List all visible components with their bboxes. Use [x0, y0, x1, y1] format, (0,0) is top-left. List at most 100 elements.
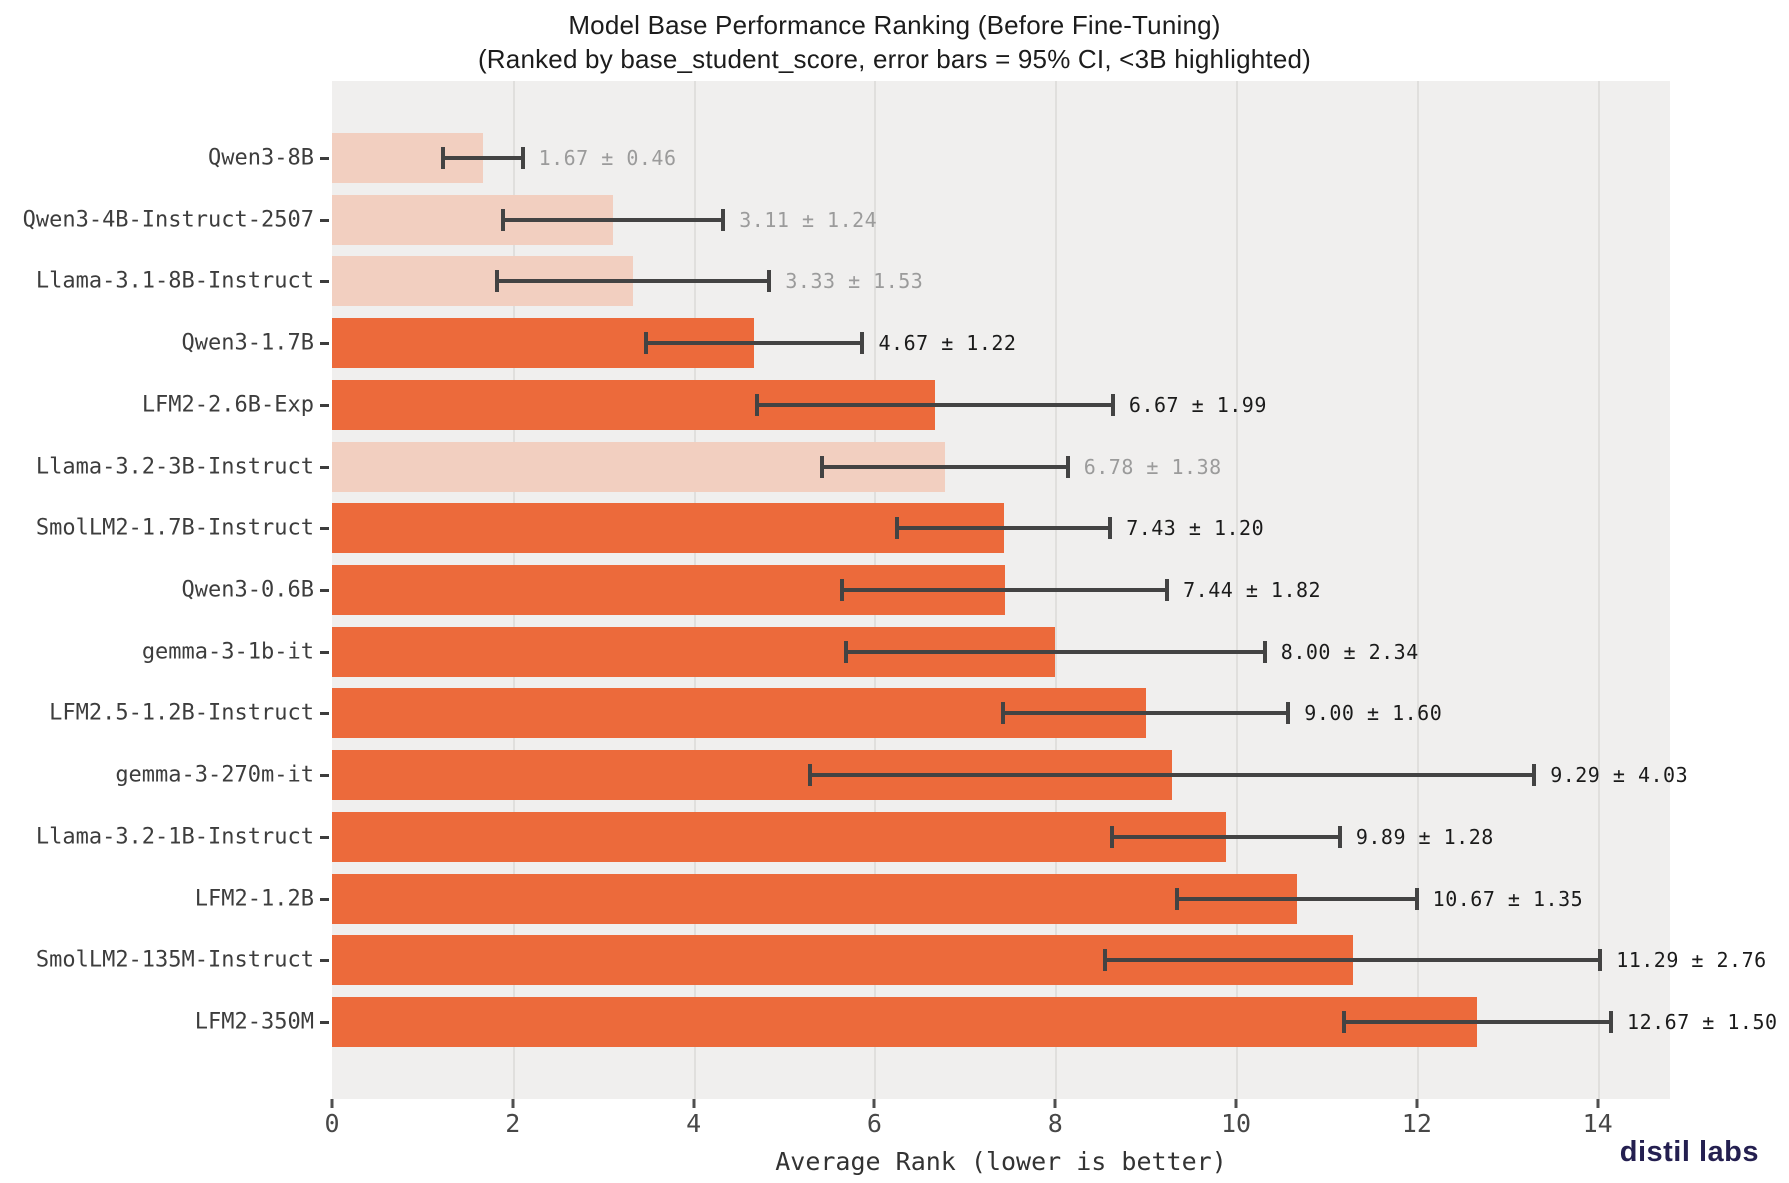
bar-row: Llama-3.2-1B-Instruct 9.89 ± 1.28	[36, 806, 1670, 868]
error-bar-line	[501, 217, 726, 222]
error-bar-cap-left	[1341, 1011, 1346, 1034]
value-label: 9.89 ± 1.28	[1355, 824, 1494, 849]
error-bar-line	[1341, 1020, 1614, 1025]
x-tick-mark	[692, 1099, 696, 1108]
x-tick-mark	[1415, 1099, 1419, 1108]
value-label: 11.29 ± 2.76	[1616, 948, 1767, 973]
y-tick-mark	[320, 959, 329, 963]
error-bar-cap-left	[820, 455, 825, 478]
y-axis-label: SmolLM2-135M-Instruct	[35, 947, 314, 973]
value-label: 4.67 ± 1.22	[878, 331, 1017, 356]
x-tick-label: 10	[1220, 1109, 1252, 1138]
y-axis-label: Llama-3.1-8B-Instruct	[35, 268, 314, 294]
y-axis-label: SmolLM2-1.7B-Instruct	[35, 515, 314, 541]
error-bar	[1341, 1011, 1614, 1034]
x-tick-label: 0	[324, 1109, 340, 1138]
x-tick-mark	[872, 1099, 876, 1108]
value-label: 1.67 ± 0.46	[538, 145, 677, 170]
gridline	[1597, 81, 1600, 1099]
error-bar-cap-left	[501, 208, 506, 231]
y-tick-mark	[320, 650, 329, 654]
chart-title: Model Base Performance Ranking (Before F…	[568, 10, 1221, 40]
value-label: 3.11 ± 1.24	[739, 207, 878, 232]
error-bar-cap-left	[1174, 887, 1179, 910]
error-bar-line	[820, 464, 1070, 469]
error-bar	[1110, 825, 1342, 848]
y-axis-label: gemma-3-270m-it	[115, 762, 314, 788]
bar-row: Qwen3-0.6B 7.44 ± 1.82	[182, 559, 1670, 621]
bar-row: LFM2.5-1.2B-Instruct 9.00 ± 1.60	[49, 683, 1670, 745]
error-bar-cap-right	[1065, 455, 1070, 478]
y-axis-label: gemma-3-1b-it	[141, 639, 314, 665]
y-tick-mark	[320, 774, 329, 778]
bar	[332, 503, 1004, 554]
x-tick-mark	[511, 1099, 515, 1108]
error-bar-cap-left	[807, 764, 812, 787]
bar-row: LFM2-1.2B 10.67 ± 1.35	[195, 868, 1670, 930]
error-bar-cap-right	[1165, 579, 1170, 601]
y-tick-mark	[320, 1021, 329, 1025]
x-axis-title: Average Rank (lower is better)	[775, 1147, 1227, 1176]
error-bar-cap-right	[520, 146, 525, 169]
y-tick-mark	[320, 527, 329, 531]
error-bar-cap-right	[1609, 1011, 1614, 1034]
error-bar-cap-left	[840, 579, 845, 601]
x-tick-label: 8	[1047, 1109, 1063, 1138]
x-tick-mark	[1234, 1099, 1238, 1108]
error-bar-line	[840, 588, 1170, 592]
bar	[332, 997, 1478, 1048]
error-bar-cap-left	[1001, 702, 1005, 725]
y-axis-label: Llama-3.2-1B-Instruct	[35, 824, 314, 850]
y-tick-mark	[320, 403, 329, 407]
bar-row: LFM2-2.6B-Exp 6.67 ± 1.99	[142, 374, 1670, 436]
error-bar-cap-left	[895, 517, 900, 540]
error-bar-cap-left	[1103, 949, 1108, 972]
y-axis-label: LFM2-350M	[194, 1009, 314, 1035]
x-tick-mark	[1053, 1099, 1057, 1108]
error-bar	[494, 270, 772, 293]
error-bar	[895, 517, 1113, 540]
error-bar-cap-right	[767, 270, 772, 293]
y-tick-mark	[320, 280, 329, 284]
error-bar	[843, 640, 1267, 663]
bar	[332, 811, 1227, 862]
y-axis-label: Llama-3.2-3B-Instruct	[35, 454, 314, 480]
error-bar-cap-right	[1337, 825, 1342, 848]
error-bar-line	[494, 279, 772, 284]
error-bar-cap-left	[843, 640, 848, 663]
title-block: Model Base Performance Ranking (Before F…	[0, 8, 1789, 76]
bar-row: Qwen3-1.7B 4.67 ± 1.22	[182, 312, 1670, 374]
bar-row: Llama-3.2-3B-Instruct 6.78 ± 1.38	[36, 436, 1670, 498]
error-bar-line	[643, 341, 865, 346]
error-bar-line	[1110, 834, 1342, 839]
error-bar-cap-right	[860, 332, 865, 355]
y-tick-mark	[320, 465, 329, 469]
bar-row: SmolLM2-135M-Instruct 11.29 ± 2.76	[36, 930, 1766, 992]
bar-row: LFM2-350M 12.67 ± 1.50	[195, 991, 1777, 1053]
bar-row: SmolLM2-1.7B-Instruct 7.43 ± 1.20	[36, 497, 1670, 559]
y-axis-label: Qwen3-8B	[208, 145, 314, 171]
error-bar-cap-left	[494, 270, 499, 293]
error-bar-line	[1174, 896, 1419, 901]
value-label: 9.00 ± 1.60	[1304, 701, 1443, 726]
x-tick-label: 6	[866, 1109, 882, 1138]
error-bar-cap-right	[1598, 949, 1603, 972]
bar-row: Llama-3.1-8B-Instruct 3.33 ± 1.53	[36, 250, 1670, 312]
value-label: 9.29 ± 4.03	[1550, 763, 1689, 788]
y-axis-label: LFM2-2.6B-Exp	[141, 392, 314, 418]
bar-row: Qwen3-8B 1.67 ± 0.46	[208, 127, 1670, 189]
value-label: 12.67 ± 1.50	[1627, 1010, 1778, 1035]
error-bar	[755, 393, 1115, 416]
value-label: 10.67 ± 1.35	[1432, 886, 1584, 911]
error-bar	[501, 208, 726, 231]
value-label: 6.67 ± 1.99	[1128, 392, 1267, 417]
y-axis-label: Qwen3-4B-Instruct-2507	[22, 207, 314, 233]
error-bar-cap-left	[441, 146, 446, 169]
error-bar-cap-right	[721, 208, 726, 231]
error-bar-line	[755, 402, 1115, 407]
gridline	[1416, 81, 1419, 1099]
distil-labs-logo: distil labs	[1619, 1136, 1759, 1168]
y-tick-mark	[320, 589, 329, 592]
y-tick-mark	[320, 342, 329, 346]
